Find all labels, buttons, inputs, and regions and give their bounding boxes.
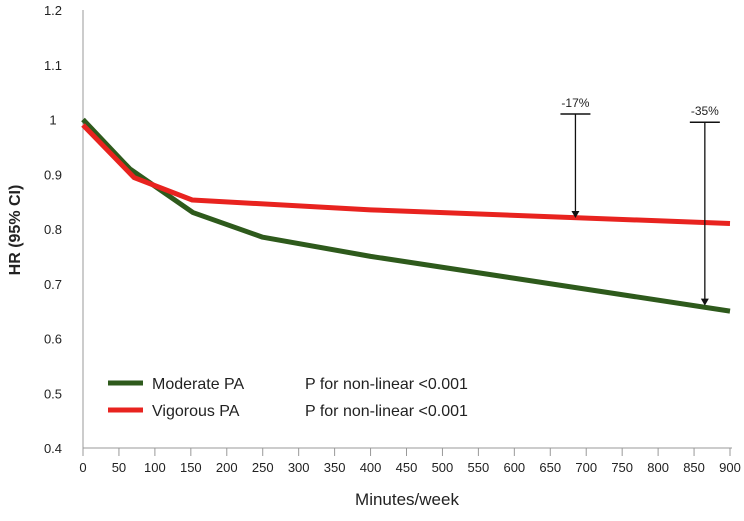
x-tick-label: 400 [360,460,382,475]
x-tick-label: 250 [252,460,274,475]
y-tick-label: 0.5 [44,386,62,401]
series-line-moderate-pa [81,117,731,314]
legend-label: Vigorous PA [152,403,240,420]
y-tick-label: 0.6 [44,332,62,347]
x-tick-label: 800 [647,460,669,475]
x-tick-label: 300 [288,460,310,475]
x-axis-label: Minutes/week [355,490,459,509]
x-tick-label: 600 [503,460,525,475]
x-tick-label: 500 [432,460,454,475]
x-tick-label: 150 [180,460,202,475]
x-tick-label: 550 [468,460,490,475]
annotation-arrowhead [571,211,580,219]
x-tick-label: 200 [216,460,238,475]
y-tick-label: 0.9 [44,167,62,182]
legend-note: P for non-linear <0.001 [305,376,468,393]
y-tick-label: 0.7 [44,277,62,292]
x-tick-label: 750 [611,460,633,475]
x-tick-label: 100 [144,460,166,475]
x-tick-label: 350 [324,460,346,475]
series-line-vigorous-pa [81,123,731,227]
x-tick-label: 900 [719,460,741,475]
y-axis-label: HR (95% CI) [7,185,24,276]
x-tick-label: 50 [112,460,126,475]
y-tick-label: 0.4 [44,441,62,456]
legend-label: Moderate PA [152,376,245,393]
y-tick-label: 1 [49,113,56,128]
y-tick-label: 0.8 [44,222,62,237]
legend-note: P for non-linear <0.001 [305,403,468,420]
x-tick-label: 850 [683,460,705,475]
x-tick-label: 0 [79,460,86,475]
annotation-arrowhead [700,298,709,306]
x-tick-label: 650 [539,460,561,475]
annotation-label: -35% [691,104,719,118]
x-tick-label: 700 [575,460,597,475]
y-tick-label: 1.2 [44,3,62,18]
y-tick-label: 1.1 [44,58,62,73]
x-tick-label: 450 [396,460,418,475]
annotation-label: -17% [561,96,589,110]
